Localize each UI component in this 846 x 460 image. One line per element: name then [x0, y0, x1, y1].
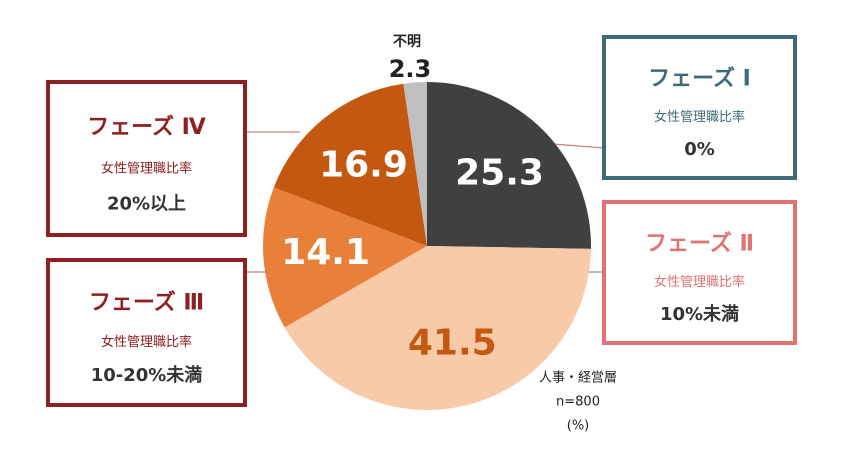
phase-name: フェーズ Ⅳ	[87, 114, 207, 140]
slice	[427, 82, 591, 249]
phase-ratio: 0%	[684, 139, 715, 160]
phase-box	[46, 80, 247, 237]
slice	[403, 82, 427, 246]
pie: 25.3 41.5 14.1 16.9 不明 2.3 人事・経営層 n=800 (%)	[263, 34, 617, 434]
slice	[263, 187, 427, 328]
phase-name: フェーズ Ⅰ	[648, 65, 751, 91]
phase-ratio: 20%以上	[107, 193, 186, 214]
value-label: 2.3	[389, 55, 432, 83]
phase-ratio: 10-20%未満	[91, 364, 203, 386]
note: 人事・経営層	[539, 371, 617, 386]
slice	[273, 83, 427, 246]
value-label: 14.1	[281, 232, 370, 273]
phase-description: 女性管理職比率	[654, 274, 745, 290]
value-label: 41.5	[408, 322, 497, 363]
phase-name: フェーズ Ⅱ	[645, 230, 754, 256]
value-label: 16.9	[319, 145, 408, 186]
value-label: 25.3	[455, 153, 544, 194]
phase-box	[46, 258, 247, 407]
phase-name: フェーズ Ⅲ	[89, 290, 204, 316]
note: n=800	[556, 395, 600, 410]
slice	[284, 246, 591, 410]
note: (%)	[567, 419, 590, 434]
category-label: 不明	[393, 34, 421, 50]
phase-description: 女性管理職比率	[101, 161, 192, 177]
phase-box	[602, 35, 797, 180]
phase-description: 女性管理職比率	[101, 334, 192, 350]
phase-box	[602, 200, 797, 345]
boxes: フェーズ Ⅰ 女性管理職比率 0% フェーズ Ⅱ 女性管理職比率 10%未満 フェーズ Ⅲ 女…	[46, 35, 797, 407]
phase-description: 女性管理職比率	[654, 109, 745, 125]
phase-ratio: 10%未満	[660, 303, 739, 325]
